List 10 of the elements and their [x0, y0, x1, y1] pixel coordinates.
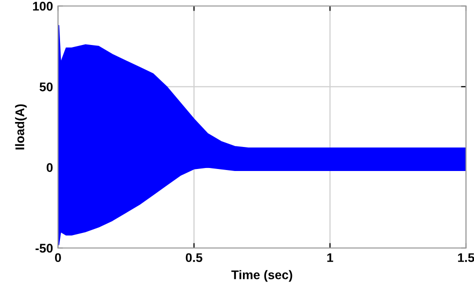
x-tick-label: 1 [327, 253, 334, 262]
y-tick-label: 0 [46, 163, 53, 172]
x-tick-label: 1.5 [458, 253, 474, 262]
y-tick-label: 100 [33, 2, 53, 11]
y-tick-label: 50 [40, 82, 53, 92]
y-axis-title: Iload(A) [15, 104, 27, 150]
x-tick-label: 0 [55, 253, 61, 262]
x-axis-title: Time (sec) [231, 270, 292, 282]
x-tick-label: 0.5 [186, 253, 202, 262]
y-tick-label: -50 [36, 244, 53, 253]
